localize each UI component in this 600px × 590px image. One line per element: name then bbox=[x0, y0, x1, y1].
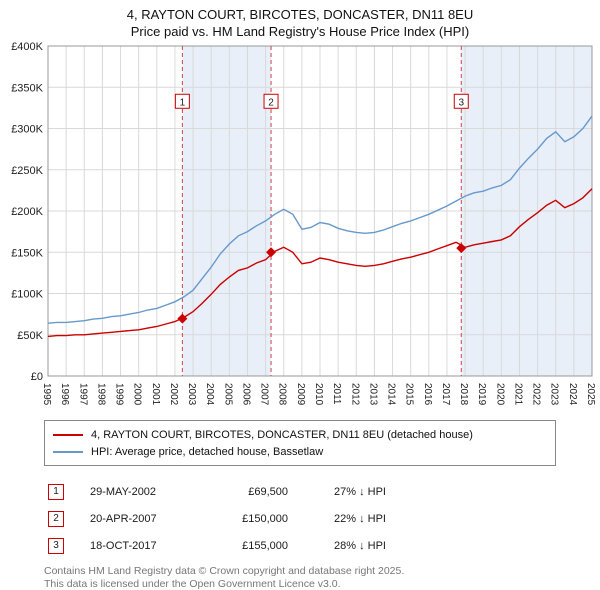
sale-date: 29-MAY-2002 bbox=[90, 485, 157, 498]
sale-price: £69,500 bbox=[248, 485, 288, 498]
x-axis-tick-label: 1995 bbox=[41, 383, 52, 406]
table-row: 1 29-MAY-2002 £69,500 27% ↓ HPI bbox=[48, 478, 600, 505]
x-axis-tick-label: 2014 bbox=[386, 383, 397, 406]
footer-line-1: Contains HM Land Registry data © Crown c… bbox=[44, 565, 405, 577]
price-line bbox=[47, 188, 593, 338]
legend-item-hpi: HPI: Average price, detached house, Bass… bbox=[53, 443, 547, 460]
x-axis-tick-label: 2016 bbox=[422, 383, 433, 406]
sale-number-badge: 2 bbox=[48, 510, 64, 527]
x-axis-tick-label: 2003 bbox=[186, 383, 197, 406]
page-subtitle: Price paid vs. HM Land Registry's House … bbox=[130, 24, 470, 39]
sale-date: 18-OCT-2017 bbox=[90, 539, 157, 552]
sale-price: £150,000 bbox=[242, 512, 288, 525]
x-axis-tick-label: 2011 bbox=[331, 383, 342, 405]
sale-hpi-diff: 27% ↓ HPI bbox=[334, 485, 386, 498]
sale-marker-diamond bbox=[266, 247, 277, 258]
x-axis-tick-label: 2006 bbox=[240, 383, 251, 406]
sale-number-label: 3 bbox=[458, 97, 464, 108]
sale-number-box bbox=[174, 93, 190, 109]
x-axis-tick-label: 2001 bbox=[150, 383, 161, 406]
x-axis-tick-label: 2024 bbox=[567, 383, 578, 406]
sale-number-badge: 1 bbox=[48, 483, 64, 500]
y-axis-tick-label: £400K bbox=[11, 41, 43, 53]
y-axis-tick-label: £250K bbox=[11, 165, 43, 177]
x-axis-tick-label: 2022 bbox=[531, 383, 542, 406]
x-axis-tick-label: 2009 bbox=[295, 383, 306, 406]
sale-marker-diamond bbox=[456, 243, 467, 254]
x-axis-tick-label: 2020 bbox=[494, 383, 505, 406]
chart-header: 4, RAYTON COURT, BIRCOTES, DONCASTER, DN… bbox=[0, 0, 600, 40]
x-axis-tick-label: 2012 bbox=[349, 383, 360, 406]
x-axis-tick-label: 2008 bbox=[277, 383, 288, 406]
price-history-chart: £0 £50K £100K £150K £200K £250K £300K £350K £400… bbox=[11, 41, 596, 406]
hpi-line-swatch bbox=[53, 450, 83, 453]
x-axis-tick-label: 2025 bbox=[585, 383, 596, 406]
y-axis-tick-label: £300K bbox=[11, 124, 43, 136]
x-axis-tick-label: 2000 bbox=[132, 383, 143, 406]
sale-marker-diamond bbox=[177, 313, 188, 324]
x-axis-tick-label: 2015 bbox=[404, 383, 415, 406]
x-axis-tick-label: 1996 bbox=[59, 383, 70, 406]
y-axis-tick-label: £100K bbox=[11, 289, 43, 301]
y-axis-tick-label: £0 bbox=[31, 371, 43, 383]
sale-number-label: 2 bbox=[268, 97, 274, 108]
sale-hpi-diff: 22% ↓ HPI bbox=[334, 512, 386, 525]
sale-number-badge: 3 bbox=[48, 537, 64, 554]
sale-number-box bbox=[263, 93, 279, 109]
sales-table: 1 29-MAY-2002 £69,500 27% ↓ HPI 2 20-APR… bbox=[48, 478, 600, 559]
sale-price: £155,000 bbox=[242, 539, 288, 552]
x-axis-tick-label: 2021 bbox=[512, 383, 523, 406]
license-footer: Contains HM Land Registry data © Crown c… bbox=[44, 565, 600, 590]
legend-label-hpi: HPI: Average price, detached house, Bass… bbox=[91, 445, 324, 458]
x-axis-tick-label: 1997 bbox=[77, 383, 88, 406]
sale-number-box bbox=[453, 93, 469, 109]
x-axis-tick-label: 2013 bbox=[367, 383, 378, 406]
x-axis-tick-label: 2018 bbox=[458, 383, 469, 406]
footer-line-2: This data is licensed under the Open Gov… bbox=[44, 577, 341, 590]
x-axis-tick-label: 1999 bbox=[114, 383, 125, 406]
x-axis-tick-label: 2019 bbox=[476, 383, 487, 406]
legend-label-price: 4, RAYTON COURT, BIRCOTES, DONCASTER, DN… bbox=[91, 428, 473, 441]
sale-hpi-diff: 28% ↓ HPI bbox=[334, 539, 386, 552]
page-title: 4, RAYTON COURT, BIRCOTES, DONCASTER, DN… bbox=[126, 7, 474, 22]
y-axis-tick-label: £200K bbox=[11, 206, 43, 218]
y-axis-tick-label: £350K bbox=[11, 82, 43, 94]
hpi-line bbox=[47, 115, 593, 324]
chart-legend: 4, RAYTON COURT, BIRCOTES, DONCASTER, DN… bbox=[44, 420, 556, 466]
x-axis-tick-label: 2017 bbox=[440, 383, 451, 406]
x-axis-tick-label: 1998 bbox=[95, 383, 106, 406]
table-row: 2 20-APR-2007 £150,000 22% ↓ HPI bbox=[48, 505, 600, 532]
x-axis-tick-label: 2007 bbox=[259, 383, 270, 406]
y-axis-tick-label: £150K bbox=[11, 247, 43, 259]
sale-number-label: 1 bbox=[180, 97, 186, 108]
x-axis-tick-label: 2005 bbox=[222, 383, 233, 406]
table-row: 3 18-OCT-2017 £155,000 28% ↓ HPI bbox=[48, 532, 600, 559]
price-line-swatch bbox=[53, 433, 83, 436]
legend-item-price: 4, RAYTON COURT, BIRCOTES, DONCASTER, DN… bbox=[53, 426, 547, 443]
x-axis-tick-label: 2004 bbox=[204, 383, 215, 406]
plot-border bbox=[47, 45, 593, 377]
y-axis-tick-label: £50K bbox=[17, 330, 43, 342]
x-axis-tick-label: 2023 bbox=[549, 383, 560, 406]
x-axis-tick-label: 2010 bbox=[313, 383, 324, 406]
sale-date: 20-APR-2007 bbox=[90, 512, 157, 525]
x-axis-tick-label: 2002 bbox=[168, 383, 179, 406]
